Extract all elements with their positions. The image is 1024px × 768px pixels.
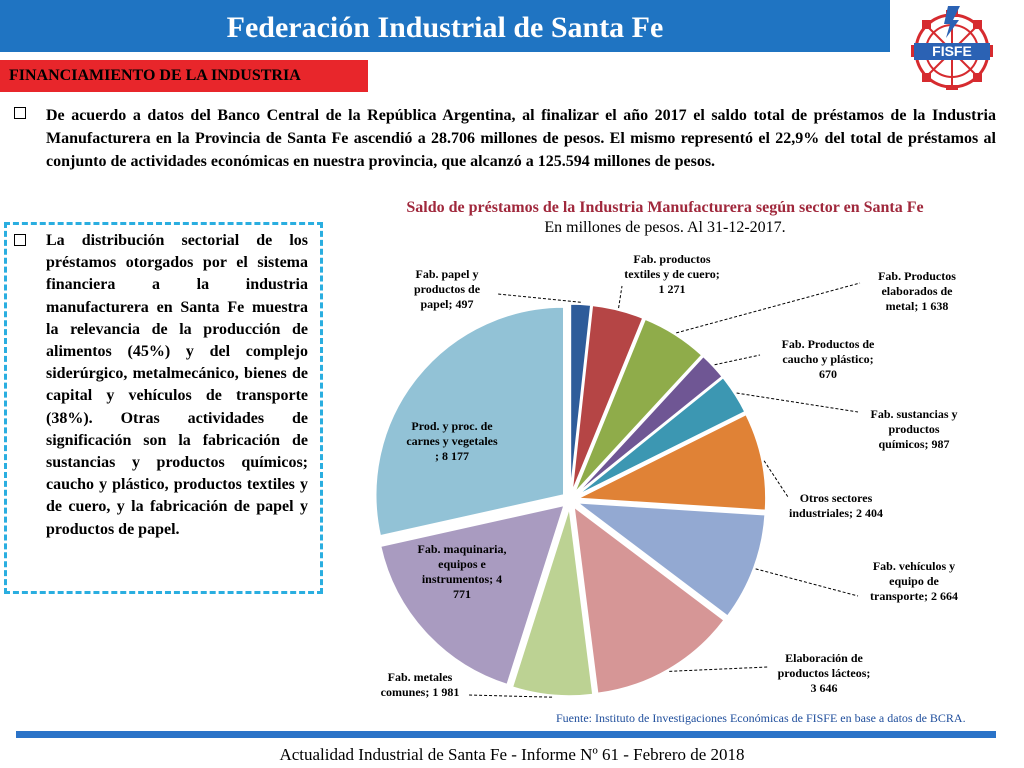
logo-text: FISFE — [932, 43, 972, 59]
pie-slice — [511, 507, 594, 697]
pie-slice — [573, 505, 726, 695]
pie-slice — [573, 318, 703, 494]
slice-label: Fab. Productos elaborados de metal; 1 638 — [878, 269, 956, 313]
page-title: Federación Industrial de Santa Fe — [226, 11, 664, 44]
pie-slice — [576, 376, 746, 497]
slice-label: Fab. papel y productos de papel; 497 — [414, 267, 481, 311]
slice-label: Elaboración de productos lácteos; 3 646 — [778, 651, 871, 695]
checkbox-bullet-icon — [14, 107, 26, 119]
sidebar-paragraph: La distribución sectorial de los préstam… — [46, 232, 308, 538]
leader-line — [618, 285, 623, 309]
pie-slice — [375, 306, 565, 537]
bottom-rule — [16, 731, 996, 738]
leader-line — [763, 460, 789, 498]
slice-label: Fab. sustancias y productos químicos; 987 — [870, 407, 957, 451]
pie-slice — [575, 355, 724, 496]
section-label: FINANCIAMIENTO DE LA INDUSTRIA — [0, 60, 368, 92]
leader-line — [497, 293, 581, 303]
slice-label: Fab. metales comunes; 1 981 — [381, 670, 460, 699]
slice-label: Fab. maquinaria, equipos e instrumentos; 4… — [417, 542, 506, 601]
footer-text: Actualidad Industrial de Santa Fe - Info… — [279, 745, 745, 764]
checkbox-bullet-icon — [14, 234, 26, 246]
pie-slice — [575, 501, 766, 618]
pie-slice — [379, 504, 566, 686]
chart-title: Saldo de préstamos de la Industria Manuf… — [406, 199, 924, 216]
chart-subtitle: En millones de pesos. Al 31-12-2017. — [544, 219, 786, 236]
slice-label: Fab. Productos de caucho y plástico; 670 — [782, 337, 875, 381]
sidebar-box — [4, 222, 323, 594]
header-bar — [0, 0, 890, 52]
leader-line — [669, 666, 769, 672]
pie-slice — [571, 304, 644, 493]
leader-line — [755, 568, 859, 597]
pie-slice — [569, 303, 592, 493]
leader-line — [467, 694, 553, 698]
slice-label: Fab. vehículos y equipo de transporte; 2 6… — [870, 559, 958, 603]
pie-slice — [575, 413, 767, 512]
leader-line — [736, 392, 859, 413]
slice-label: Fab. productos textiles y de cuero; 1 271 — [624, 252, 719, 296]
intro-paragraph: De acuerdo a datos del Banco Central de … — [46, 107, 996, 170]
slice-label: Otros sectores industriales; 2 404 — [789, 491, 883, 520]
section-label-text: FINANCIAMIENTO DE LA INDUSTRIA — [9, 67, 301, 84]
leader-line — [676, 282, 861, 334]
source-note: Fuente: Instituto de Investigaciones Eco… — [556, 711, 966, 725]
fisfe-logo: FISFE — [906, 4, 998, 90]
leader-line — [714, 354, 761, 366]
slice-label: Prod. y proc. de carnes y vegetales; 8 17… — [406, 419, 498, 463]
